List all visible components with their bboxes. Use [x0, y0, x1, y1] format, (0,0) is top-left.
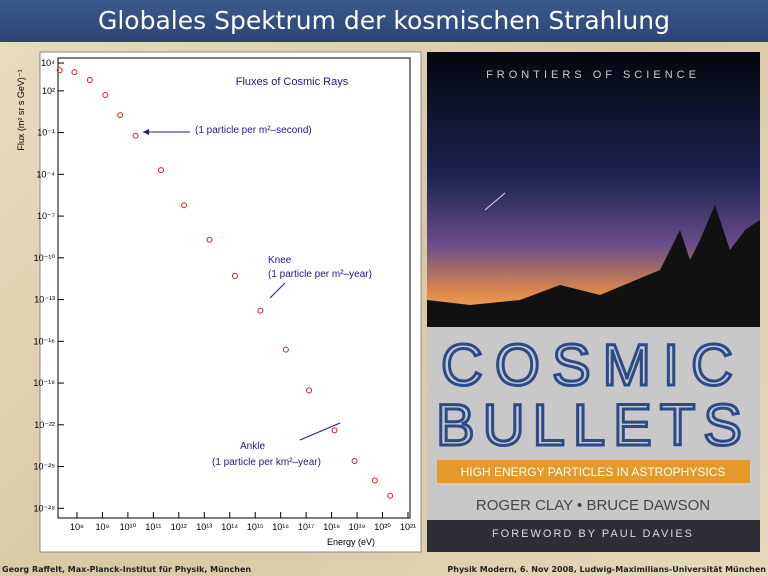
book-cover: FRONTIERS OF SCIENCE COSMIC BULLETS HIGH…	[427, 52, 760, 552]
data-point	[331, 427, 338, 434]
data-point	[257, 307, 264, 314]
data-point	[306, 387, 313, 394]
x-tick-label: 10⁹	[95, 522, 109, 532]
data-point	[86, 77, 93, 84]
y-tick-label: 10⁻⁷	[37, 211, 55, 221]
data-point	[371, 477, 378, 484]
book-title: COSMIC	[441, 333, 745, 398]
data-point	[158, 167, 165, 174]
annotation: (1 particle per m²–second)	[195, 125, 312, 136]
plot-frame	[57, 57, 411, 519]
data-point	[56, 67, 63, 74]
book-subtitle: HIGH ENERGY PARTICLES IN ASTROPHYSICS	[461, 465, 726, 479]
x-tick-label: 10²⁰	[374, 522, 391, 532]
y-tick-label: 10⁻²⁵	[34, 462, 56, 472]
x-tick-label: 10¹⁵	[247, 522, 264, 532]
annotation: Ankle	[240, 441, 265, 452]
annotation: (1 particle per m²–year)	[268, 269, 372, 280]
x-tick-label: 10¹⁸	[323, 522, 340, 532]
y-axis-label: Flux (m² sr s GeV)⁻¹	[16, 69, 26, 150]
data-point	[132, 132, 139, 139]
book-foreword: FOREWORD BY PAUL DAVIES	[492, 528, 694, 540]
x-tick-label: 10¹¹	[145, 522, 161, 532]
slide-title: Globales Spektrum der kosmischen Strahlu…	[0, 0, 768, 42]
data-point	[206, 236, 213, 243]
data-point	[102, 92, 109, 99]
y-tick-label: 10⁻²⁸	[33, 503, 55, 513]
arrow	[269, 282, 286, 299]
data-point	[71, 69, 78, 76]
y-tick-label: 10⁻¹³	[34, 295, 55, 305]
footer-right: Physik Modern, 6. Nov 2008, Ludwig-Maxim…	[447, 565, 766, 574]
arrow-head	[143, 129, 149, 135]
x-tick-label: 10¹⁷	[298, 522, 314, 532]
book-authors: ROGER CLAY • BRUCE DAWSON	[476, 497, 710, 514]
data-point	[351, 457, 358, 464]
x-tick-label: 10¹³	[196, 522, 212, 532]
x-tick-label: 10¹⁰	[120, 522, 137, 532]
y-tick-label: 10⁻¹	[37, 128, 55, 138]
y-tick-label: 10²	[42, 86, 55, 96]
data-point	[282, 346, 289, 353]
y-tick-label: 10⁻²²	[34, 420, 55, 430]
x-tick-label: 10¹⁶	[272, 522, 289, 532]
annotation: Knee	[268, 255, 292, 266]
data-point	[181, 202, 188, 209]
chart-panel	[39, 51, 422, 553]
x-tick-label: 10⁸	[70, 522, 84, 532]
data-point	[387, 492, 394, 499]
arrow	[299, 422, 341, 441]
x-tick-label: 10¹²	[171, 522, 187, 532]
data-point	[117, 112, 124, 119]
data-point	[231, 272, 238, 279]
y-tick-label: 10⁻¹⁹	[33, 378, 55, 388]
book-title: BULLETS	[436, 393, 750, 458]
y-tick-label: 10⁻¹⁰	[34, 253, 56, 263]
x-axis-label: Energy (eV)	[327, 537, 375, 547]
book-series: FRONTIERS OF SCIENCE	[486, 69, 700, 81]
footer-left: Georg Raffelt, Max-Planck-Institut für P…	[2, 565, 252, 574]
chart-title: Fluxes of Cosmic Rays	[236, 76, 349, 88]
x-tick-label: 10¹⁹	[349, 522, 366, 532]
x-tick-label: 10¹⁴	[221, 522, 238, 532]
y-tick-label: 10⁴	[41, 58, 55, 68]
y-tick-label: 10⁻⁴	[36, 169, 55, 179]
annotation: (1 particle per km²–year)	[212, 457, 321, 468]
x-tick-label: 10²¹	[400, 522, 416, 532]
y-tick-label: 10⁻¹⁶	[34, 336, 56, 346]
